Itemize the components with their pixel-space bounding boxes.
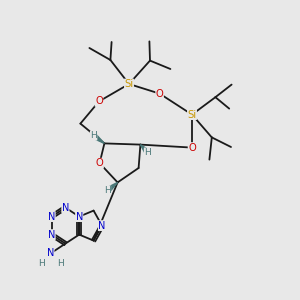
Text: N: N xyxy=(76,212,83,222)
Text: H: H xyxy=(90,131,97,140)
Polygon shape xyxy=(92,134,104,143)
Text: N: N xyxy=(98,220,106,231)
Text: O: O xyxy=(156,88,164,99)
Text: O: O xyxy=(95,96,103,106)
Text: N: N xyxy=(47,248,54,259)
Polygon shape xyxy=(106,182,118,193)
Text: H: H xyxy=(38,259,45,268)
Text: N: N xyxy=(48,230,55,240)
Text: H: H xyxy=(57,259,63,268)
Text: H: H xyxy=(144,148,151,157)
Polygon shape xyxy=(140,145,150,154)
Text: Si: Si xyxy=(124,79,134,89)
Text: N: N xyxy=(48,212,55,222)
Text: O: O xyxy=(96,158,104,168)
Text: H: H xyxy=(104,186,111,195)
Text: O: O xyxy=(188,142,196,153)
Text: Si: Si xyxy=(188,110,196,120)
Text: N: N xyxy=(62,202,69,213)
